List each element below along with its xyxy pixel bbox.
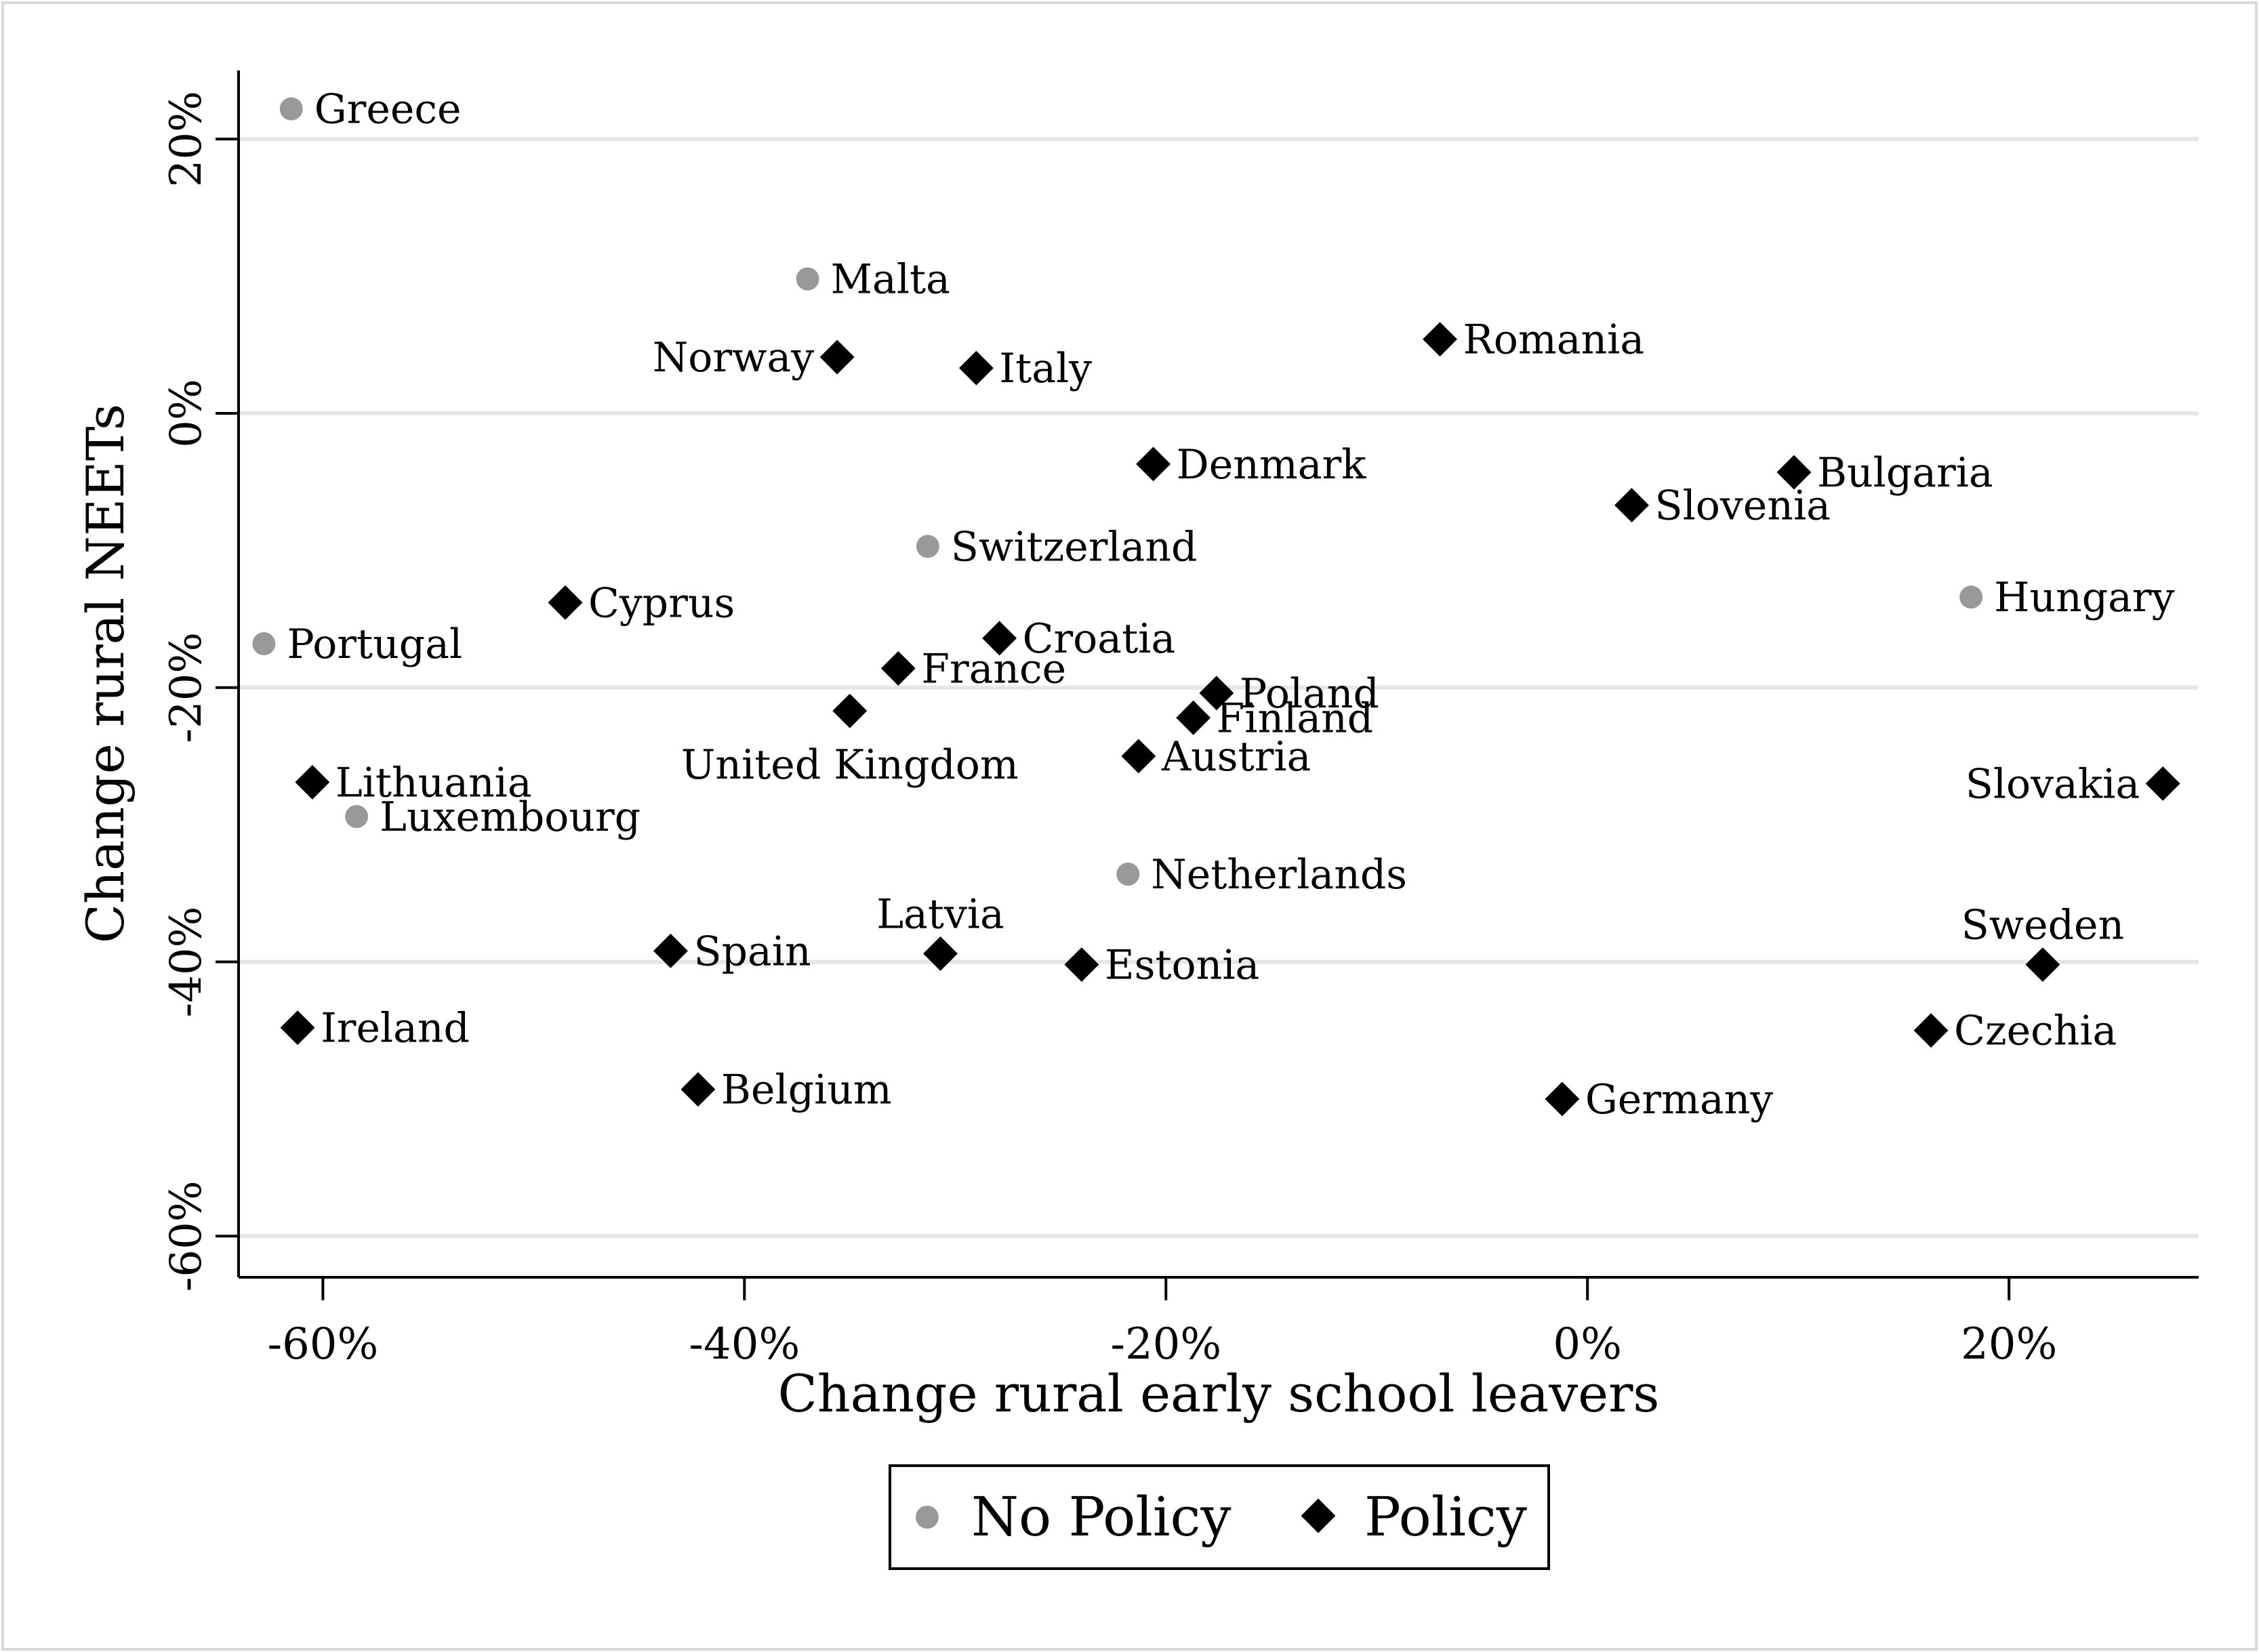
policy-marker [982,621,1017,656]
point-label: Portugal [287,621,462,668]
point-label: Czechia [1954,1008,2117,1055]
point-label: Latvia [876,890,1004,938]
point-label: Switzerland [951,523,1198,571]
policy-marker [680,1072,716,1107]
point-label: United Kingdom [681,741,1019,789]
point-label: Austria [1161,733,1311,781]
no-policy-marker [345,804,369,828]
policy-marker [1199,676,1234,711]
legend-no-policy-marker [916,1506,939,1529]
point-label: Hungary [1994,574,2174,621]
legend-no-policy-label: No Policy [971,1485,1232,1548]
policy-marker [1064,947,1099,983]
no-policy-marker [1959,585,1983,609]
no-policy-marker [279,97,303,121]
point-label: Croatia [1023,615,1176,663]
y-tick-label: 20% [161,91,211,187]
policy-marker [653,933,688,968]
x-tick-label: -20% [1110,1319,1221,1369]
gridlines [239,137,2199,1239]
point-label: Sweden [1961,902,2125,949]
y-ticks: -60% -40% -20% 0% 20% [161,91,239,1292]
point-label: Finland [1217,695,1373,742]
point-label: Netherlands [1151,851,1407,899]
policy-marker [1121,739,1156,774]
x-tick-label: -40% [689,1319,800,1369]
point-label: Lithuania [335,759,532,806]
legend-box [889,1464,1550,1570]
point-label: Poland [1240,670,1379,718]
policy-marker [1176,700,1211,735]
point-label: France [921,645,1066,693]
point-label: Germany [1585,1076,1773,1123]
y-tick-label: -40% [161,907,211,1018]
policy-marker [1136,447,1171,482]
point-label: Malta [831,256,950,304]
policy-marker [958,350,994,386]
point-label: Norway [653,334,814,381]
plot-area [239,70,2199,1277]
point-label: Romania [1463,316,1645,364]
point-label: Bulgaria [1817,449,1993,497]
point-label: Slovenia [1654,482,1830,530]
x-tick-label: 0% [1553,1319,1622,1369]
x-tick-label: -60% [267,1319,378,1369]
policy-marker [295,764,330,800]
point-label: Denmark [1177,441,1367,489]
point-label: Italy [999,345,1092,392]
no-policy-marker [1116,862,1140,886]
policy-marker [819,339,855,375]
point-label: Spain [693,928,811,975]
y-tick-label: -20% [161,632,211,743]
x-ticks: -60% -40% -20% 0% 20% [267,1277,2057,1369]
policy-marker [280,1010,315,1046]
policy-marker [548,585,583,620]
legend-policy-label: Policy [1364,1485,1527,1548]
point-label: Cyprus [588,579,735,627]
point-label: Greece [314,86,462,133]
x-tick-label: 20% [1961,1319,2057,1369]
y-tick-label: 0% [161,379,211,448]
no-policy-marker [252,632,276,655]
point-label: Slovakia [1966,760,2140,808]
y-axis-title: Change rural NEETs [75,404,136,943]
policy-marker [923,936,958,971]
point-label: Belgium [721,1067,892,1114]
policy-marker [832,693,868,728]
point-label: Ireland [321,1005,470,1052]
point-label: Luxembourg [380,793,640,841]
policy-marker [880,651,916,686]
legend: No Policy Policy [889,1464,1550,1570]
point-label: Estonia [1105,942,1259,989]
data-points: Greece Malta Switzerland Portugal Luxembourg… [252,86,2180,1123]
no-policy-marker [796,267,819,291]
no-policy-marker [916,535,939,558]
x-axis-title: Change rural early school leavers [778,1363,1660,1424]
y-tick-label: -60% [161,1180,211,1292]
